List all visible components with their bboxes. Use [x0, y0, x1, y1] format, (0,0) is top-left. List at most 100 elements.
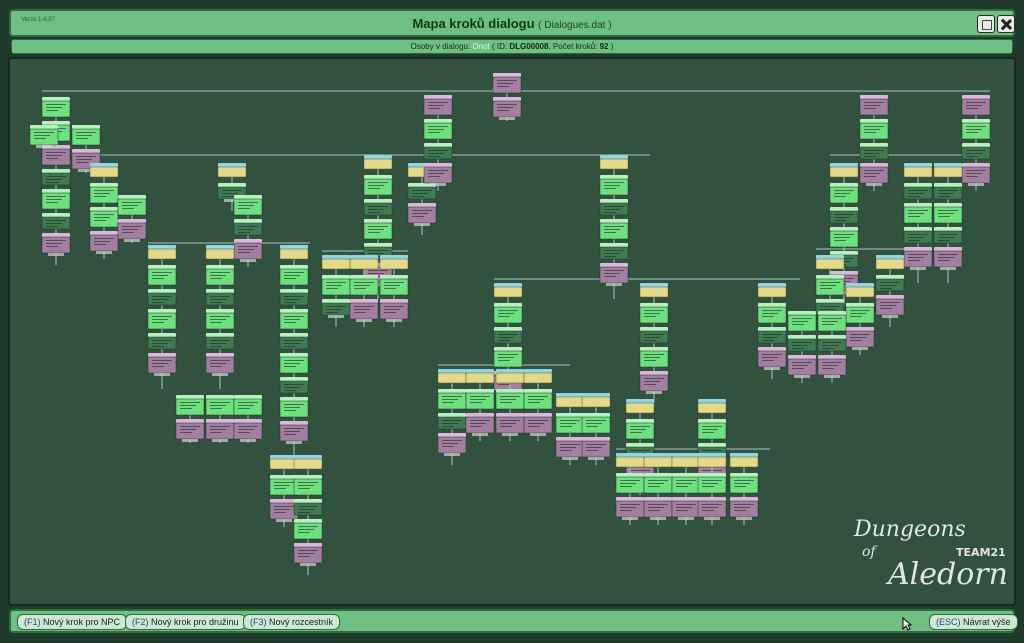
npc-step-node[interactable] — [349, 302, 379, 320]
node-header[interactable] — [206, 395, 234, 399]
node-header[interactable] — [600, 243, 628, 247]
node-header[interactable] — [206, 265, 234, 269]
party-step-node[interactable] — [41, 192, 71, 210]
node-header[interactable] — [280, 289, 308, 293]
new-party-step-button[interactable]: (F2) Nový krok pro družinu — [125, 614, 246, 630]
party-step-node[interactable] — [321, 278, 351, 296]
node-header[interactable] — [860, 95, 888, 99]
close-button[interactable] — [997, 15, 1015, 33]
party-step-node[interactable] — [933, 206, 963, 224]
crossroad-node[interactable] — [625, 402, 655, 414]
node-header[interactable] — [294, 543, 322, 547]
crossroad-header[interactable] — [846, 283, 874, 287]
party-step-node[interactable] — [147, 312, 177, 330]
node-header[interactable] — [830, 227, 858, 231]
node-header[interactable] — [364, 243, 392, 247]
party-step-node[interactable] — [845, 306, 875, 324]
node-header[interactable] — [730, 473, 758, 477]
crossroad-header[interactable] — [600, 155, 628, 159]
node-header[interactable] — [42, 169, 70, 173]
crossroad-node[interactable] — [639, 286, 669, 298]
crossroad-header[interactable] — [280, 245, 308, 249]
npc-step-node[interactable] — [175, 422, 205, 440]
crossroad-header[interactable] — [90, 163, 118, 167]
crossroad-header[interactable] — [466, 369, 494, 373]
crossroad-header[interactable] — [830, 163, 858, 167]
node-header[interactable] — [698, 443, 726, 447]
node-header[interactable] — [90, 231, 118, 235]
crossroad-header[interactable] — [758, 283, 786, 287]
node-header[interactable] — [876, 295, 904, 299]
crossroad-node[interactable] — [493, 286, 523, 298]
party-step-node[interactable] — [555, 416, 585, 434]
crossroad-header[interactable] — [582, 393, 610, 397]
node-header[interactable] — [616, 497, 644, 501]
npc-step-node[interactable] — [379, 302, 409, 320]
crossroad-node[interactable] — [643, 456, 673, 468]
party-step-node[interactable] — [279, 356, 309, 374]
node-header[interactable] — [72, 149, 100, 153]
node-header[interactable] — [962, 143, 990, 147]
party-step-node[interactable] — [233, 398, 263, 416]
party-step-node[interactable] — [147, 268, 177, 286]
node-header[interactable] — [600, 219, 628, 223]
node-header[interactable] — [962, 163, 990, 167]
node-header[interactable] — [493, 73, 521, 77]
npc-step-node[interactable] — [117, 222, 147, 240]
crossroad-node[interactable] — [437, 372, 467, 384]
node-header[interactable] — [830, 207, 858, 211]
node-header[interactable] — [42, 189, 70, 193]
crossroad-node[interactable] — [697, 402, 727, 414]
crossroad-header[interactable] — [206, 245, 234, 249]
node-header[interactable] — [640, 371, 668, 375]
crossroad-header[interactable] — [270, 455, 298, 459]
node-header[interactable] — [904, 203, 932, 207]
node-header[interactable] — [904, 247, 932, 251]
npc-step-node[interactable] — [961, 166, 991, 184]
crossroad-header[interactable] — [294, 455, 322, 459]
go-back-button[interactable]: (ESC) Návrat výše — [929, 614, 1018, 630]
node-header[interactable] — [380, 299, 408, 303]
node-header[interactable] — [698, 497, 726, 501]
crossroad-node[interactable] — [757, 286, 787, 298]
node-header[interactable] — [364, 175, 392, 179]
node-header[interactable] — [148, 333, 176, 337]
node-header[interactable] — [524, 389, 552, 393]
node-header[interactable] — [42, 97, 70, 101]
dialog-tree[interactable] — [10, 59, 1016, 606]
party-step-node[interactable] — [829, 186, 859, 204]
node-header[interactable] — [294, 519, 322, 523]
crossroad-header[interactable] — [148, 245, 176, 249]
node-header[interactable] — [90, 207, 118, 211]
crossroad-node[interactable] — [845, 286, 875, 298]
crossroad-header[interactable] — [698, 453, 726, 457]
party-step-node[interactable] — [815, 278, 845, 296]
node-header[interactable] — [148, 309, 176, 313]
node-header[interactable] — [524, 413, 552, 417]
party-step-node[interactable] — [205, 398, 235, 416]
node-header[interactable] — [830, 271, 858, 275]
party-step-node[interactable] — [757, 306, 787, 324]
crossroad-header[interactable] — [380, 255, 408, 259]
party-step-node[interactable] — [729, 476, 759, 494]
party-step-node[interactable] — [697, 422, 727, 440]
crossroad-header[interactable] — [438, 369, 466, 373]
crossroad-node[interactable] — [321, 258, 351, 270]
node-header[interactable] — [234, 239, 262, 243]
npc-step-node[interactable] — [859, 166, 889, 184]
party-step-node[interactable] — [671, 476, 701, 494]
node-header[interactable] — [672, 497, 700, 501]
node-header[interactable] — [438, 413, 466, 417]
node-header[interactable] — [424, 119, 452, 123]
node-header[interactable] — [644, 473, 672, 477]
npc-step-node[interactable] — [581, 440, 611, 458]
node-header[interactable] — [494, 303, 522, 307]
npc-step-node[interactable] — [903, 250, 933, 268]
crossroad-header[interactable] — [616, 453, 644, 457]
crossroad-header[interactable] — [730, 453, 758, 457]
npc-step-node[interactable] — [599, 266, 629, 284]
npc-step-node[interactable] — [933, 250, 963, 268]
node-header[interactable] — [640, 347, 668, 351]
node-header[interactable] — [788, 311, 816, 315]
node-header[interactable] — [466, 413, 494, 417]
